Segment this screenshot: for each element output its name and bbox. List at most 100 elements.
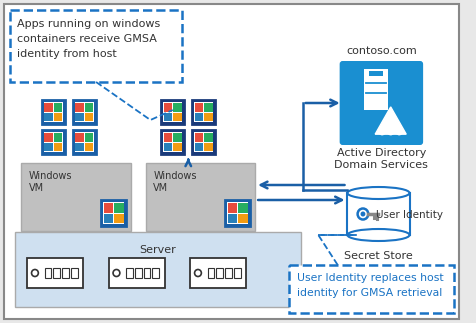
FancyBboxPatch shape <box>238 203 247 213</box>
FancyBboxPatch shape <box>194 103 203 111</box>
FancyBboxPatch shape <box>288 265 453 313</box>
Circle shape <box>360 212 365 216</box>
FancyBboxPatch shape <box>75 133 84 141</box>
FancyBboxPatch shape <box>173 103 181 111</box>
FancyBboxPatch shape <box>173 133 181 141</box>
FancyBboxPatch shape <box>73 130 96 154</box>
FancyBboxPatch shape <box>238 214 247 223</box>
Text: Windows
VM: Windows VM <box>153 171 197 193</box>
FancyBboxPatch shape <box>225 268 231 278</box>
FancyBboxPatch shape <box>161 100 184 124</box>
FancyBboxPatch shape <box>44 102 63 122</box>
FancyBboxPatch shape <box>62 268 69 278</box>
FancyBboxPatch shape <box>204 112 212 121</box>
FancyBboxPatch shape <box>145 163 255 231</box>
FancyBboxPatch shape <box>75 112 84 121</box>
FancyBboxPatch shape <box>85 112 93 121</box>
FancyBboxPatch shape <box>152 268 159 278</box>
FancyBboxPatch shape <box>85 133 93 141</box>
FancyBboxPatch shape <box>339 61 422 145</box>
FancyBboxPatch shape <box>54 133 62 141</box>
FancyBboxPatch shape <box>194 142 203 151</box>
FancyBboxPatch shape <box>194 102 213 122</box>
FancyBboxPatch shape <box>163 142 172 151</box>
FancyBboxPatch shape <box>227 202 248 224</box>
FancyBboxPatch shape <box>163 102 182 122</box>
FancyBboxPatch shape <box>194 132 213 152</box>
FancyBboxPatch shape <box>227 203 237 213</box>
FancyBboxPatch shape <box>41 100 65 124</box>
FancyBboxPatch shape <box>126 268 133 278</box>
FancyBboxPatch shape <box>85 103 93 111</box>
FancyBboxPatch shape <box>207 268 214 278</box>
FancyBboxPatch shape <box>75 103 84 111</box>
FancyBboxPatch shape <box>204 142 212 151</box>
FancyBboxPatch shape <box>103 202 124 224</box>
Text: Secret Store: Secret Store <box>343 251 412 261</box>
FancyBboxPatch shape <box>163 133 172 141</box>
FancyBboxPatch shape <box>45 268 51 278</box>
FancyBboxPatch shape <box>368 71 382 76</box>
FancyBboxPatch shape <box>114 203 123 213</box>
Circle shape <box>387 128 393 135</box>
FancyBboxPatch shape <box>21 163 131 231</box>
FancyBboxPatch shape <box>227 214 237 223</box>
FancyBboxPatch shape <box>143 268 150 278</box>
FancyBboxPatch shape <box>54 103 62 111</box>
Circle shape <box>395 128 402 135</box>
FancyBboxPatch shape <box>192 100 215 124</box>
Polygon shape <box>375 107 406 134</box>
FancyBboxPatch shape <box>109 258 165 288</box>
Ellipse shape <box>347 229 409 241</box>
Circle shape <box>357 209 367 220</box>
FancyBboxPatch shape <box>114 214 123 223</box>
FancyBboxPatch shape <box>44 112 53 121</box>
FancyBboxPatch shape <box>163 132 182 152</box>
Text: Active Directory
Domain Services: Active Directory Domain Services <box>334 148 427 170</box>
FancyBboxPatch shape <box>10 10 182 82</box>
FancyBboxPatch shape <box>44 142 53 151</box>
FancyBboxPatch shape <box>75 132 94 152</box>
FancyBboxPatch shape <box>53 268 60 278</box>
FancyBboxPatch shape <box>75 102 94 122</box>
FancyBboxPatch shape <box>161 130 184 154</box>
Text: contoso.com: contoso.com <box>345 46 416 56</box>
Text: User Identity replaces host
identity for GMSA retrieval: User Identity replaces host identity for… <box>297 273 443 298</box>
Circle shape <box>378 128 385 135</box>
FancyBboxPatch shape <box>204 133 212 141</box>
FancyBboxPatch shape <box>225 200 250 226</box>
FancyBboxPatch shape <box>44 103 53 111</box>
FancyBboxPatch shape <box>71 268 78 278</box>
FancyBboxPatch shape <box>204 103 212 111</box>
FancyBboxPatch shape <box>192 130 215 154</box>
FancyBboxPatch shape <box>194 112 203 121</box>
FancyBboxPatch shape <box>103 203 113 213</box>
FancyBboxPatch shape <box>44 132 63 152</box>
FancyBboxPatch shape <box>85 142 93 151</box>
FancyBboxPatch shape <box>101 200 126 226</box>
FancyBboxPatch shape <box>194 133 203 141</box>
FancyBboxPatch shape <box>44 133 53 141</box>
FancyBboxPatch shape <box>73 100 96 124</box>
FancyBboxPatch shape <box>75 142 84 151</box>
FancyBboxPatch shape <box>41 130 65 154</box>
Text: Server: Server <box>139 245 176 255</box>
FancyBboxPatch shape <box>135 268 141 278</box>
FancyBboxPatch shape <box>216 268 223 278</box>
FancyBboxPatch shape <box>54 112 62 121</box>
FancyBboxPatch shape <box>103 214 113 223</box>
FancyBboxPatch shape <box>15 232 300 307</box>
FancyBboxPatch shape <box>173 112 181 121</box>
FancyBboxPatch shape <box>233 268 240 278</box>
Text: User Identity: User Identity <box>375 210 442 220</box>
FancyBboxPatch shape <box>163 103 172 111</box>
FancyBboxPatch shape <box>4 4 458 319</box>
FancyBboxPatch shape <box>190 258 246 288</box>
FancyBboxPatch shape <box>347 193 409 235</box>
FancyBboxPatch shape <box>27 258 83 288</box>
FancyBboxPatch shape <box>173 142 181 151</box>
Text: Apps running on windows
containers receive GMSA
identity from host: Apps running on windows containers recei… <box>18 19 160 58</box>
Ellipse shape <box>347 187 409 199</box>
FancyBboxPatch shape <box>54 142 62 151</box>
FancyBboxPatch shape <box>163 112 172 121</box>
